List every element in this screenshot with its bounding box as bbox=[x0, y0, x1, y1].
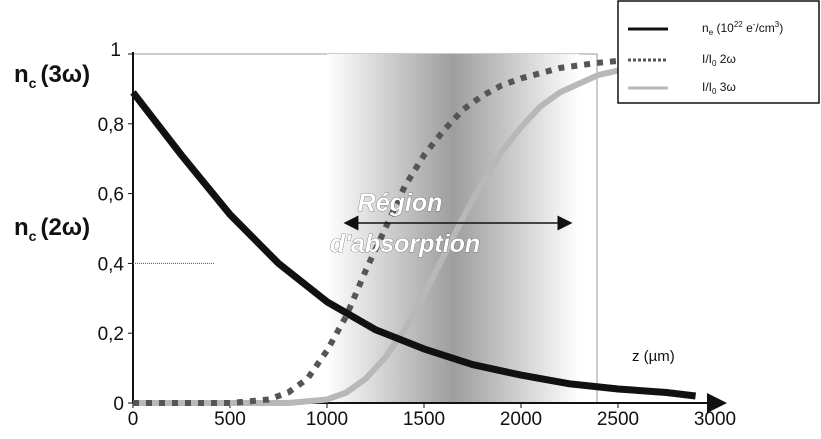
x-tick-label: 3000 bbox=[694, 409, 736, 430]
legend-label-3w: I/I0 3ω bbox=[702, 80, 736, 96]
x-tick-label: 1000 bbox=[306, 409, 348, 430]
y-tick-labels: 0 0,2 0,4 0,6 0,8 1 bbox=[98, 40, 133, 415]
legend-label-ne: ne (1022 e-/cm3) bbox=[702, 20, 783, 37]
x-tick-label: 2000 bbox=[500, 409, 542, 430]
legend: ne (1022 e-/cm3) I/I0 2ω I/I0 3ω bbox=[617, 0, 820, 104]
x-tick-label: 0 bbox=[128, 409, 139, 430]
y-tick-label: 0,2 bbox=[98, 324, 124, 345]
y-tick-label: 0 bbox=[113, 394, 124, 415]
x-axis-label: z (µm) bbox=[632, 348, 675, 365]
legend-box bbox=[617, 0, 820, 104]
legend-label-2w: I/I0 2ω bbox=[702, 52, 736, 68]
y-tick-label: 0,4 bbox=[98, 254, 125, 275]
nc-3w-label: nc (3ω) bbox=[14, 61, 90, 91]
region-label-line1: Région bbox=[358, 189, 443, 217]
series-line-ne bbox=[130, 90, 697, 400]
nc-2w-label: nc (2ω) bbox=[14, 214, 90, 244]
y-tick-label: 1 bbox=[110, 40, 121, 61]
y-tick-label: 0,8 bbox=[98, 115, 124, 136]
series-line-2w bbox=[133, 52, 696, 406]
x-tick-label: 500 bbox=[214, 409, 246, 430]
y-tick-label: 0,6 bbox=[98, 185, 124, 206]
x-tick-label: 1500 bbox=[403, 409, 445, 430]
x-tick-labels: 0 500 1000 1500 2000 2500 3000 bbox=[128, 403, 736, 430]
region-label-line2: d'absorption bbox=[330, 230, 480, 258]
x-tick-label: 2500 bbox=[597, 409, 639, 430]
